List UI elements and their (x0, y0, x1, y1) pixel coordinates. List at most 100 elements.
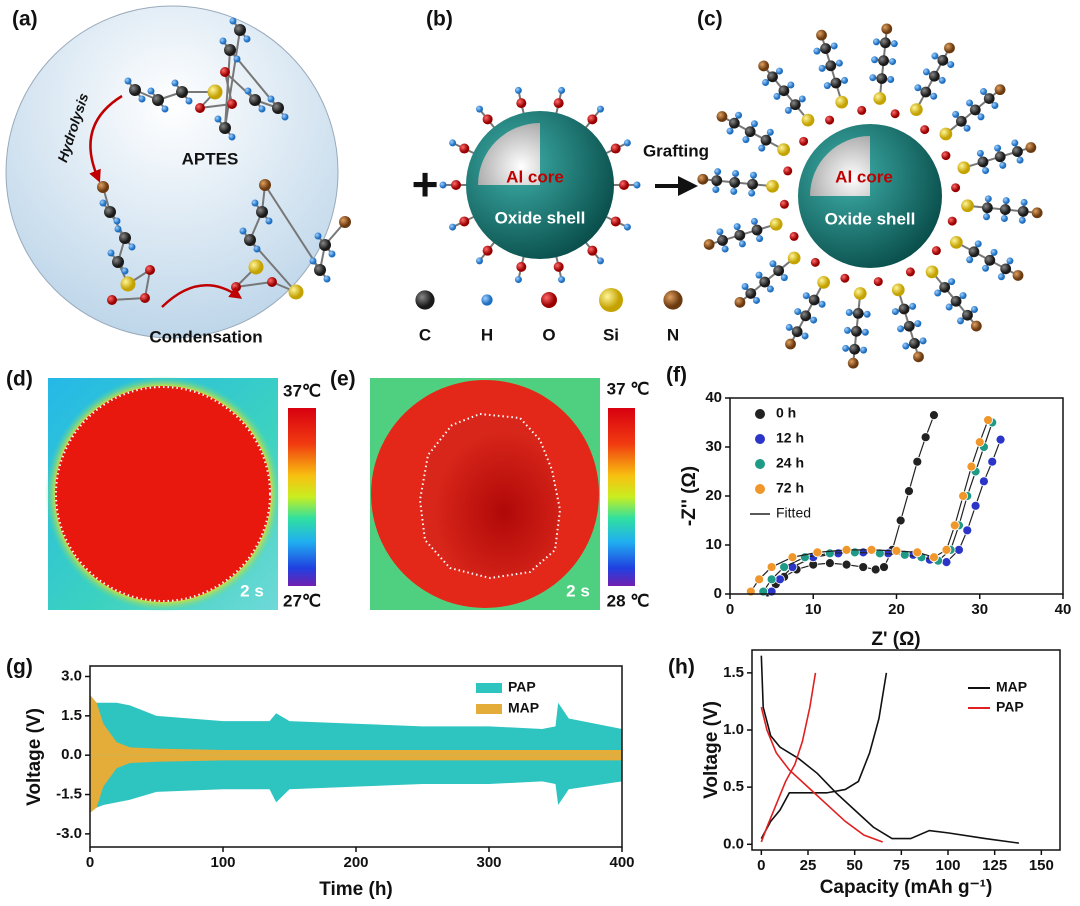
x-axis-label: Time (h) (319, 879, 393, 900)
atom (258, 105, 266, 113)
atom (990, 248, 998, 256)
x-tick-label: 10 (805, 601, 822, 618)
atom (716, 111, 728, 122)
atom (744, 126, 756, 138)
atom (714, 168, 722, 176)
chart: 0 h 12 h 24 h 72 h Fitted 0 10 20 30 40 0 10 20 30 40 Z… (679, 389, 1071, 650)
point (995, 434, 1006, 445)
y-axis-label: -Z'' (Ω) (679, 466, 700, 526)
atom (459, 143, 470, 154)
atom (818, 300, 826, 308)
atom-label: O (542, 325, 555, 344)
atom (853, 287, 867, 300)
atom (147, 87, 155, 95)
atom-label: C (419, 325, 431, 344)
atom (766, 179, 779, 193)
point (954, 545, 964, 555)
atom (983, 93, 995, 104)
atom (879, 37, 891, 49)
atom (120, 276, 136, 292)
atom (982, 202, 993, 214)
atom (121, 267, 129, 275)
atom (938, 76, 946, 84)
panel-label: (e) (330, 368, 356, 391)
atom (914, 320, 922, 328)
atom (482, 245, 493, 256)
frame (751, 649, 1061, 851)
atom (830, 77, 842, 89)
colorbar (608, 408, 635, 586)
atom (999, 161, 1007, 169)
atom (734, 296, 746, 308)
atom (251, 199, 259, 207)
label: Al core (506, 167, 564, 186)
atom (152, 94, 164, 106)
atom (248, 259, 264, 275)
fit-line (762, 422, 993, 592)
atom (732, 169, 740, 177)
point (899, 549, 910, 560)
point (841, 545, 852, 555)
y-tick-label: -1.5 (56, 786, 82, 803)
atom (769, 217, 783, 231)
x-tick-label: 400 (609, 854, 634, 871)
atom (459, 216, 470, 227)
atom (881, 23, 893, 35)
area (90, 702, 622, 756)
atom (775, 67, 783, 75)
atom (889, 58, 897, 66)
point (962, 525, 973, 536)
atom (931, 52, 939, 60)
atom (756, 235, 764, 243)
panel-label: (d) (6, 368, 33, 391)
atom (253, 245, 261, 253)
legend-label: 72 h (776, 480, 804, 496)
atom (267, 95, 275, 103)
atom (767, 71, 778, 83)
point (754, 574, 765, 585)
atom (857, 105, 867, 115)
atom (840, 273, 850, 283)
atom (711, 175, 723, 187)
panel-label: (g) (6, 656, 33, 679)
atom (873, 277, 883, 287)
atom (114, 225, 122, 233)
atom (769, 260, 777, 268)
atom (845, 309, 853, 317)
atom (982, 167, 990, 175)
atom (939, 127, 953, 141)
atom (145, 265, 155, 275)
fit-line (750, 419, 989, 592)
atom (982, 264, 990, 272)
x-tick-label: 20 (888, 601, 905, 618)
atom (729, 177, 741, 188)
atom (214, 115, 222, 123)
atom (1018, 216, 1026, 224)
atom (861, 328, 869, 336)
legend-label: 12 h (776, 430, 804, 446)
atom (249, 94, 261, 106)
point (866, 545, 877, 555)
label: Condensation (149, 327, 262, 346)
atom (112, 256, 124, 268)
atom (869, 74, 877, 82)
atom-label: Si (603, 325, 619, 344)
atom (1012, 146, 1023, 157)
point (858, 562, 869, 572)
atom (787, 251, 801, 265)
atom (726, 127, 734, 135)
point (941, 545, 952, 555)
atom (97, 181, 109, 193)
atom (219, 122, 231, 134)
atom (925, 265, 939, 279)
point (966, 461, 977, 472)
legend-label: MAP (996, 679, 1027, 695)
x-tick-label: 25 (800, 857, 817, 874)
atom (717, 235, 728, 246)
y-tick-label: 0.0 (723, 835, 744, 852)
atom (735, 111, 743, 119)
panel-label: (c) (697, 8, 723, 31)
atom (969, 104, 981, 116)
atom-label: H (481, 325, 493, 344)
y-tick-label: 0.0 (61, 746, 82, 763)
